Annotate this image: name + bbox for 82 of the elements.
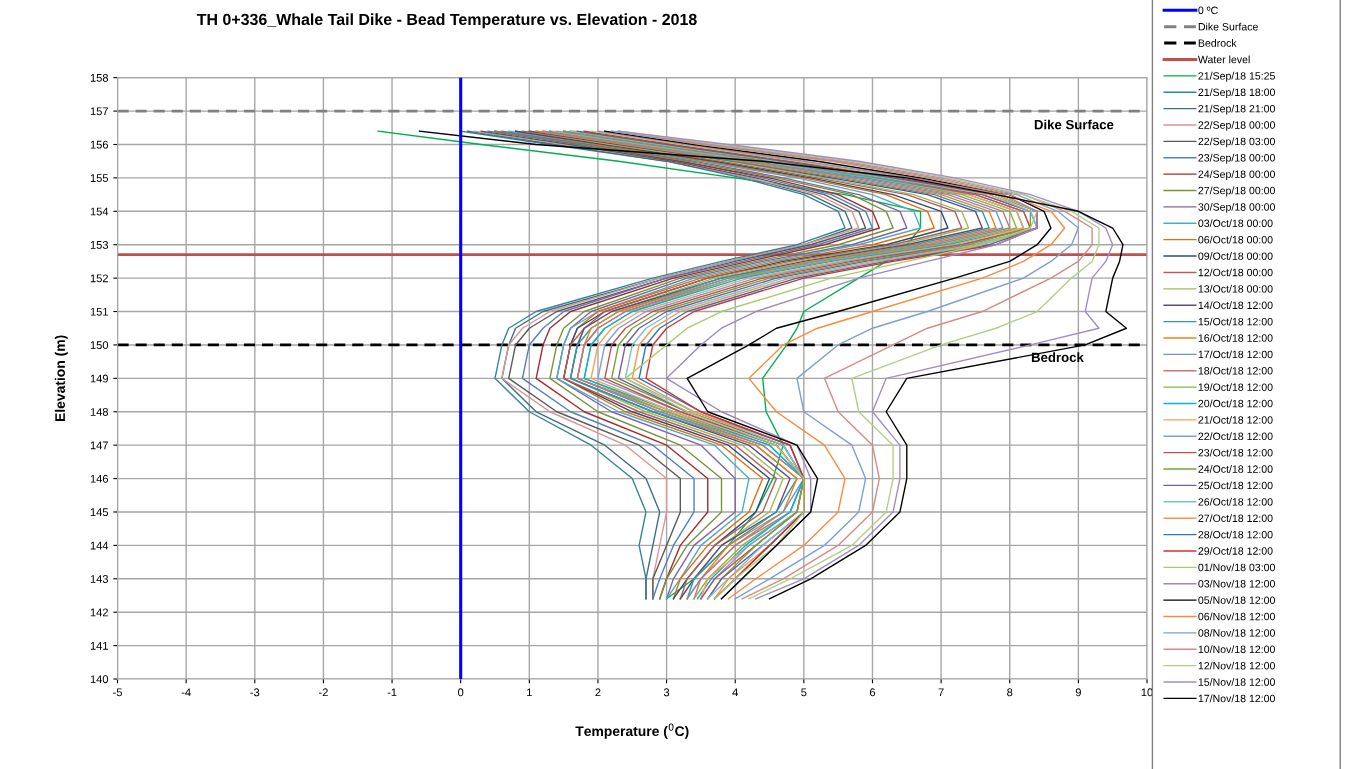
legend-label: 03/Nov/18 12:00 <box>1198 579 1275 588</box>
x-tick-label: -5 <box>113 688 123 697</box>
legend-label: 26/Oct/18 12:00 <box>1198 497 1273 506</box>
legend-label: 13/Oct/18 00:00 <box>1198 284 1273 293</box>
chart-title: TH 0+336_Whale Tail Dike - Bead Temperature vs. Elevation - 2018 <box>196 13 697 29</box>
y-tick-label: 145 <box>90 508 109 517</box>
legend-label: 22/Sep/18 00:00 <box>1198 121 1275 131</box>
x-axis-title: Temperature ($^{0}$C) <box>575 723 689 739</box>
legend-label: 12/Oct/18 00:00 <box>1198 268 1273 277</box>
x-tick-label: 7 <box>938 688 944 697</box>
legend-label: 06/Oct/18 00:00 <box>1198 235 1273 244</box>
legend-label: 09/Oct/18 00:00 <box>1198 252 1273 260</box>
y-tick-label: 156 <box>90 140 109 149</box>
legend-label: 12/Nov/18 12:00 <box>1198 661 1275 670</box>
legend-label: 0 ºC <box>1198 6 1218 15</box>
legend-label: 08/Nov/18 12:00 <box>1198 628 1275 637</box>
legend-label: 22/Oct/18 12:00 <box>1198 432 1273 441</box>
y-tick-label: 140 <box>90 675 109 684</box>
y-tick-label: 143 <box>90 575 109 583</box>
legend-label: 27/Sep/18 00:00 <box>1198 186 1275 197</box>
legend-label: 10/Nov/18 12:00 <box>1198 645 1275 654</box>
x-tick-label: 0 <box>458 688 464 697</box>
legend-label: 05/Nov/18 12:00 <box>1198 596 1275 604</box>
legend-label: 21/Sep/18 18:00 <box>1198 88 1275 99</box>
legend-label: 24/Sep/18 00:00 <box>1198 170 1275 181</box>
legend-label: 30/Sep/18 00:00 <box>1198 202 1275 213</box>
y-tick-label: 158 <box>90 73 109 82</box>
legend-label: 20/Oct/18 12:00 <box>1198 399 1273 408</box>
x-tick-label: -3 <box>250 688 260 697</box>
legend-label: 01/Nov/18 03:00 <box>1198 563 1275 572</box>
annotation: Bedrock <box>1031 352 1084 363</box>
legend-label: 23/Sep/18 00:00 <box>1198 153 1275 164</box>
legend-label: Dike Surface <box>1198 22 1258 31</box>
y-tick-label: 151 <box>90 307 108 316</box>
legend-label: 21/Sep/18 15:25 <box>1198 71 1275 82</box>
legend-label: 14/Oct/18 12:00 <box>1198 301 1273 309</box>
y-tick-label: 142 <box>90 608 108 617</box>
x-tick-label: 4 <box>732 688 738 697</box>
legend-label: 24/Oct/18 12:00 <box>1198 465 1273 473</box>
x-tick-label: 3 <box>663 688 670 697</box>
y-tick-label: 141 <box>90 642 108 650</box>
x-tick-label: 2 <box>595 688 601 697</box>
y-tick-label: 153 <box>90 240 109 249</box>
y-tick-label: 146 <box>90 474 109 483</box>
legend-label: 21/Oct/18 12:00 <box>1198 415 1273 424</box>
x-tick-label: -1 <box>387 688 397 697</box>
y-tick-label: 150 <box>90 341 109 350</box>
legend-label: 17/Nov/18 12:00 <box>1198 694 1275 703</box>
legend-label: 22/Sep/18 03:00 <box>1198 137 1275 148</box>
legend-label: 27/Oct/18 12:00 <box>1198 514 1273 522</box>
legend-label: 18/Oct/18 12:00 <box>1198 366 1273 375</box>
legend-label: 17/Oct/18 12:00 <box>1198 350 1273 359</box>
legend-label: Bedrock <box>1198 39 1237 47</box>
y-tick-label: 147 <box>90 441 108 450</box>
legend-label: 28/Oct/18 12:00 <box>1198 530 1273 539</box>
y-tick-label: 155 <box>90 174 109 183</box>
legend-label: 19/Oct/18 12:00 <box>1198 383 1273 391</box>
legend-label: 16/Oct/18 12:00 <box>1198 334 1273 342</box>
legend-label: 15/Oct/18 12:00 <box>1198 317 1273 326</box>
y-tick-label: 149 <box>90 374 108 383</box>
legend-label: 03/Oct/18 00:00 <box>1198 219 1273 228</box>
x-tick-label: 9 <box>1075 688 1081 697</box>
legend-label: Water level <box>1197 55 1250 64</box>
annotation: Dike Surface <box>1034 119 1114 130</box>
legend-label: 21/Sep/18 21:00 <box>1198 104 1275 115</box>
x-tick-label: -4 <box>181 688 191 697</box>
legend-label: 29/Oct/18 12:00 <box>1198 547 1273 555</box>
y-axis-title: Elevation (m) <box>54 335 68 422</box>
x-tick-label: 8 <box>1007 688 1013 697</box>
y-tick-label: 148 <box>90 408 109 416</box>
y-tick-label: 157 <box>90 107 108 116</box>
x-tick-label: 6 <box>869 688 876 697</box>
x-tick-label: 1 <box>527 688 532 697</box>
legend-label: 15/Nov/18 12:00 <box>1198 678 1275 686</box>
legend-label: 25/Oct/18 12:00 <box>1198 481 1273 490</box>
y-tick-label: 154 <box>90 207 109 216</box>
y-tick-label: 152 <box>90 274 108 283</box>
legend-label: 23/Oct/18 12:00 <box>1198 448 1273 457</box>
legend-label: 06/Nov/18 12:00 <box>1198 612 1275 621</box>
x-tick-label: -2 <box>318 688 328 697</box>
y-tick-label: 144 <box>90 541 109 550</box>
x-tick-label: 5 <box>801 688 807 697</box>
